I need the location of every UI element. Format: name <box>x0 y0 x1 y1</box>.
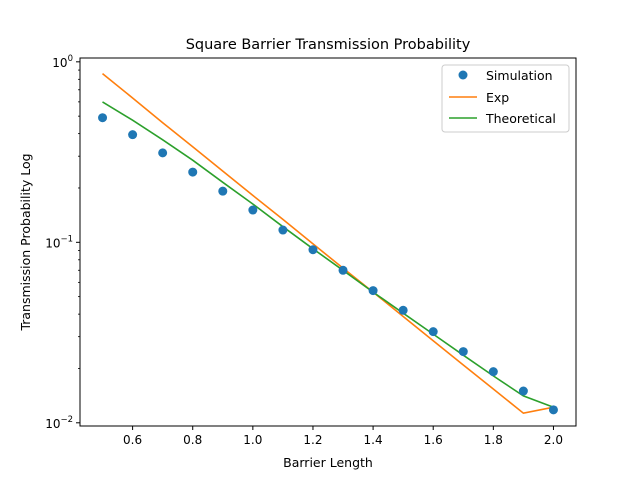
data-point-simulation <box>308 245 318 255</box>
data-point-simulation <box>398 305 408 315</box>
data-point-simulation <box>518 386 528 396</box>
x-tick-label: 1.4 <box>364 433 383 447</box>
data-point-simulation <box>278 225 288 235</box>
x-tick-label: 1.0 <box>243 433 262 447</box>
plot-frame <box>79 57 577 427</box>
x-tick-label: 0.8 <box>183 433 202 447</box>
data-point-simulation <box>488 367 498 377</box>
data-point-simulation <box>548 405 558 415</box>
legend-label-simulation: Simulation <box>486 68 553 83</box>
legend-box <box>441 64 570 133</box>
legend-marker-simulation <box>458 70 468 80</box>
data-point-simulation <box>158 148 168 158</box>
series-layer <box>98 72 558 415</box>
data-point-simulation <box>458 347 468 357</box>
data-point-simulation <box>218 186 228 196</box>
legend-label-exp: Exp <box>486 90 509 105</box>
legend: Simulation Exp Theoretical <box>441 64 570 133</box>
x-tick-label: 1.2 <box>303 433 322 447</box>
data-point-simulation <box>368 286 378 296</box>
x-axis-label: Barrier Length <box>283 455 373 470</box>
data-point-simulation <box>188 167 198 177</box>
y-axis-label: Transmission Probability Log <box>18 153 33 331</box>
data-point-simulation <box>428 327 438 337</box>
series-line-theoretical <box>102 101 554 408</box>
x-axis: 0.6 0.8 1.0 1.2 1.4 1.6 1.8 2.0 <box>123 426 563 447</box>
x-tick-label: 0.6 <box>123 433 142 447</box>
data-point-simulation <box>98 113 108 123</box>
x-tick-label: 2.0 <box>544 433 563 447</box>
data-point-simulation <box>338 265 348 275</box>
chart-title: Square Barrier Transmission Probability <box>186 37 471 53</box>
x-tick-label: 1.6 <box>424 433 443 447</box>
legend-label-theoretical: Theoretical <box>485 111 556 126</box>
x-tick-label: 1.8 <box>484 433 503 447</box>
data-point-simulation <box>248 205 258 215</box>
series-line-exp <box>101 72 554 415</box>
data-point-simulation <box>128 130 138 140</box>
